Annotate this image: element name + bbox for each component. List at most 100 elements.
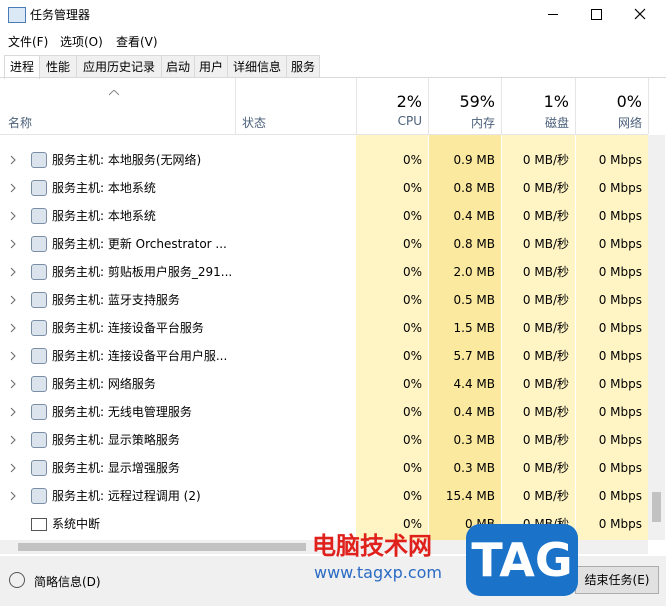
expand-arrow[interactable]: [10, 239, 16, 249]
process-row[interactable]: 服务主机: 蓝牙支持服务 0% 0.5 MB 0 MB/秒 0 Mbps: [0, 286, 648, 314]
process-list: 服务主机: 本地服务(无网络) 0% 0.9 MB 0 MB/秒 0 Mbps 服务主机:…: [0, 135, 648, 540]
memory-value: 0.3 MB: [453, 433, 495, 447]
cpu-percent: 2%: [396, 92, 422, 111]
memory-value: 0.3 MB: [453, 461, 495, 475]
process-row[interactable]: 服务主机: 显示策略服务 0% 0.3 MB 0 MB/秒 0 Mbps: [0, 426, 648, 454]
network-column-bg: [576, 135, 648, 540]
tab[interactable]: 详细信息: [227, 55, 287, 78]
expand-arrow[interactable]: [10, 323, 16, 333]
tab[interactable]: 性能: [39, 55, 77, 78]
network-value: 0 Mbps: [598, 265, 642, 279]
cpu-value: 0%: [402, 293, 422, 307]
process-row[interactable]: 服务主机: 本地系统 0% 0.4 MB 0 MB/秒 0 Mbps: [0, 202, 648, 230]
memory-percent: 59%: [459, 92, 495, 111]
cpu-value: 0%: [402, 349, 422, 363]
menu-item[interactable]: 文件(F): [8, 35, 49, 49]
disk-value: 0 MB/秒: [522, 349, 569, 363]
less-details-button[interactable]: 简略信息(D): [34, 575, 101, 589]
watermark-url: www.tagxp.com: [314, 563, 442, 582]
process-name: 服务主机: 剪贴板用户服务_291...: [52, 265, 233, 279]
expand-arrow[interactable]: [10, 211, 16, 221]
name-header[interactable]: 名称: [8, 116, 33, 130]
minimize-button[interactable]: [548, 14, 558, 15]
cpu-value: 0%: [402, 237, 422, 251]
network-value: 0 Mbps: [598, 377, 642, 391]
process-row[interactable]: 服务主机: 连接设备平台服务 0% 1.5 MB 0 MB/秒 0 Mbps: [0, 314, 648, 342]
process-name: 服务主机: 本地系统: [52, 209, 156, 223]
expand-arrow[interactable]: [10, 379, 16, 389]
process-row[interactable]: 服务主机: 连接设备平台用户服... 0% 5.7 MB 0 MB/秒 0 Mbps: [0, 342, 648, 370]
cpu-value: 0%: [402, 181, 422, 195]
memory-value: 0.8 MB: [453, 237, 495, 251]
expand-arrow[interactable]: [10, 351, 16, 361]
process-row[interactable]: 服务主机: 显示增强服务 0% 0.3 MB 0 MB/秒 0 Mbps: [0, 454, 648, 482]
end-task-button[interactable]: 结束任务(E): [575, 566, 659, 594]
memory-value: 4.4 MB: [453, 377, 495, 391]
process-name: 系统中断: [52, 517, 101, 531]
expand-arrow[interactable]: [10, 155, 16, 165]
cpu-column-bg: [356, 135, 428, 540]
process-row[interactable]: 服务主机: 本地服务(无网络) 0% 0.9 MB 0 MB/秒 0 Mbps: [0, 146, 648, 174]
expand-arrow[interactable]: [10, 183, 16, 193]
tab[interactable]: 启动: [161, 55, 195, 78]
menu-item[interactable]: 查看(V): [116, 35, 158, 49]
cpu-value: 0%: [402, 461, 422, 475]
expand-arrow[interactable]: [10, 435, 16, 445]
maximize-button[interactable]: [591, 9, 602, 20]
close-button[interactable]: [634, 8, 646, 20]
gear-icon: [31, 264, 47, 280]
network-value: 0 Mbps: [598, 321, 642, 335]
tab[interactable]: 进程: [4, 55, 40, 79]
cpu-value: 0%: [402, 265, 422, 279]
expand-arrow[interactable]: [10, 295, 16, 305]
network-header[interactable]: 0% 网络: [576, 78, 649, 134]
gear-icon: [31, 488, 47, 504]
cpu-header[interactable]: 2% CPU: [356, 78, 429, 134]
process-row[interactable]: 服务主机: 无线电管理服务 0% 0.4 MB 0 MB/秒 0 Mbps: [0, 398, 648, 426]
process-row[interactable]: 服务主机: 本地系统 0% 0.8 MB 0 MB/秒 0 Mbps: [0, 174, 648, 202]
disk-value: 0 MB/秒: [522, 377, 569, 391]
tab[interactable]: 应用历史记录: [76, 55, 162, 78]
gear-icon: [31, 236, 47, 252]
menu-item[interactable]: 选项(O): [60, 35, 103, 49]
network-value: 0 Mbps: [598, 181, 642, 195]
header-divider: [235, 78, 357, 134]
process-name: 服务主机: 无线电管理服务: [52, 405, 192, 419]
memory-label: 内存: [470, 116, 495, 130]
disk-header[interactable]: 1% 磁盘: [502, 78, 576, 134]
memory-value: 0.9 MB: [453, 153, 495, 167]
expand-arrow[interactable]: [10, 407, 16, 417]
gear-icon: [31, 376, 47, 392]
network-value: 0 Mbps: [598, 433, 642, 447]
memory-value: 2.0 MB: [453, 265, 495, 279]
process-row[interactable]: 服务主机: 远程过程调用 (2) 0% 15.4 MB 0 MB/秒 0 Mbps: [0, 482, 648, 510]
process-row[interactable]: 服务主机: 网络服务 0% 4.4 MB 0 MB/秒 0 Mbps: [0, 370, 648, 398]
disk-percent: 1%: [543, 92, 569, 111]
gear-icon: [31, 404, 47, 420]
less-details-icon[interactable]: [9, 572, 25, 588]
disk-value: 0 MB/秒: [522, 489, 569, 503]
tab[interactable]: 用户: [194, 55, 228, 78]
expand-arrow[interactable]: [10, 267, 16, 277]
disk-value: 0 MB/秒: [522, 405, 569, 419]
disk-value: 0 MB/秒: [522, 321, 569, 335]
memory-value: 0.8 MB: [453, 181, 495, 195]
cpu-value: 0%: [402, 433, 422, 447]
watermark-site: 电脑技术网: [312, 532, 432, 560]
scroll-thumb[interactable]: [18, 543, 306, 551]
process-row[interactable]: 服务主机: 更新 Orchestrator ... 0% 0.8 MB 0 MB/秒 0…: [0, 230, 648, 258]
vertical-scrollbar[interactable]: [648, 135, 665, 540]
process-row[interactable]: 服务主机: 剪贴板用户服务_291... 0% 2.0 MB 0 MB/秒 0 Mbps: [0, 258, 648, 286]
status-header[interactable]: 状态: [242, 116, 267, 130]
expand-arrow[interactable]: [10, 491, 16, 501]
network-value: 0 Mbps: [598, 293, 642, 307]
memory-header[interactable]: 59% 内存: [429, 78, 502, 134]
gear-icon: [31, 180, 47, 196]
cpu-value: 0%: [402, 405, 422, 419]
process-name: 服务主机: 更新 Orchestrator ...: [52, 237, 227, 251]
gear-icon: [31, 152, 47, 168]
expand-arrow[interactable]: [10, 463, 16, 473]
disk-value: 0 MB/秒: [522, 293, 569, 307]
scroll-thumb[interactable]: [652, 492, 661, 522]
tab[interactable]: 服务: [286, 55, 320, 78]
